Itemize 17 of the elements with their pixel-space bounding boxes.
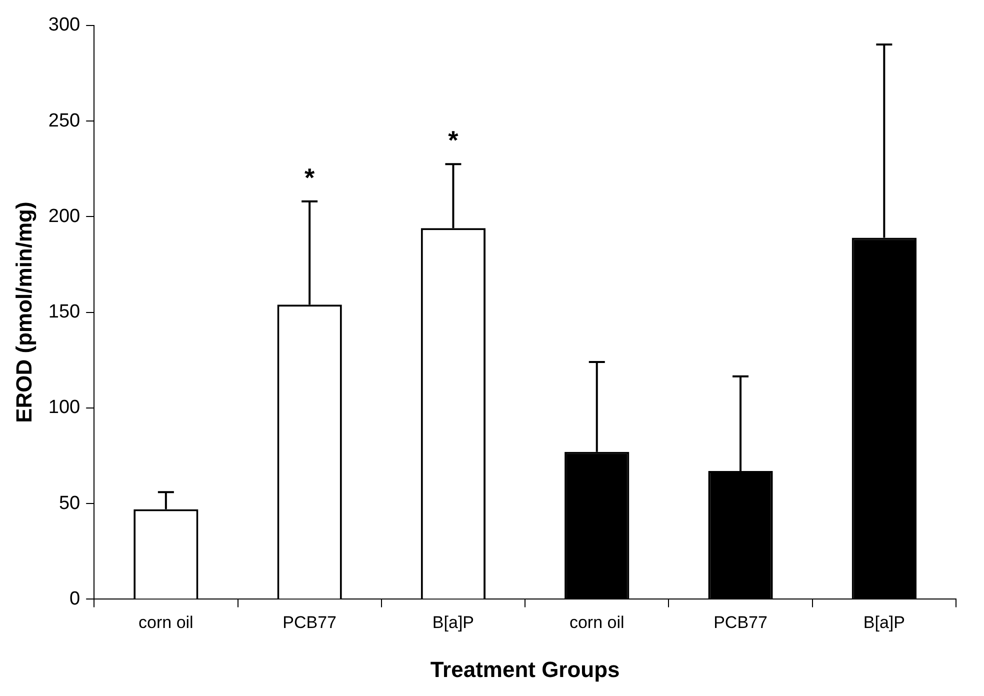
x-axis-title: Treatment Groups — [430, 656, 620, 682]
y-axis-title: EROD (pmol/min/mg) — [11, 202, 36, 423]
y-tick-label: 50 — [58, 492, 80, 514]
y-tick-label: 300 — [48, 14, 80, 36]
annotation: * — [448, 125, 460, 156]
y-tick-label: 200 — [48, 206, 80, 227]
y-tick-label: 250 — [48, 110, 80, 132]
y-tick-label: 0 — [70, 588, 80, 610]
x-tick-label: PCB77 — [282, 613, 337, 632]
y-tick-label: 150 — [48, 302, 80, 323]
x-tick-label: corn oil — [569, 613, 624, 632]
x-tick-label: B[a]P — [432, 613, 474, 632]
y-tick-label: 100 — [48, 397, 80, 418]
x-tick-label: PCB77 — [714, 613, 768, 632]
annotation: * — [304, 162, 316, 193]
x-tick-label: B[a]P — [863, 613, 905, 632]
x-tick-label: corn oil — [138, 613, 194, 632]
